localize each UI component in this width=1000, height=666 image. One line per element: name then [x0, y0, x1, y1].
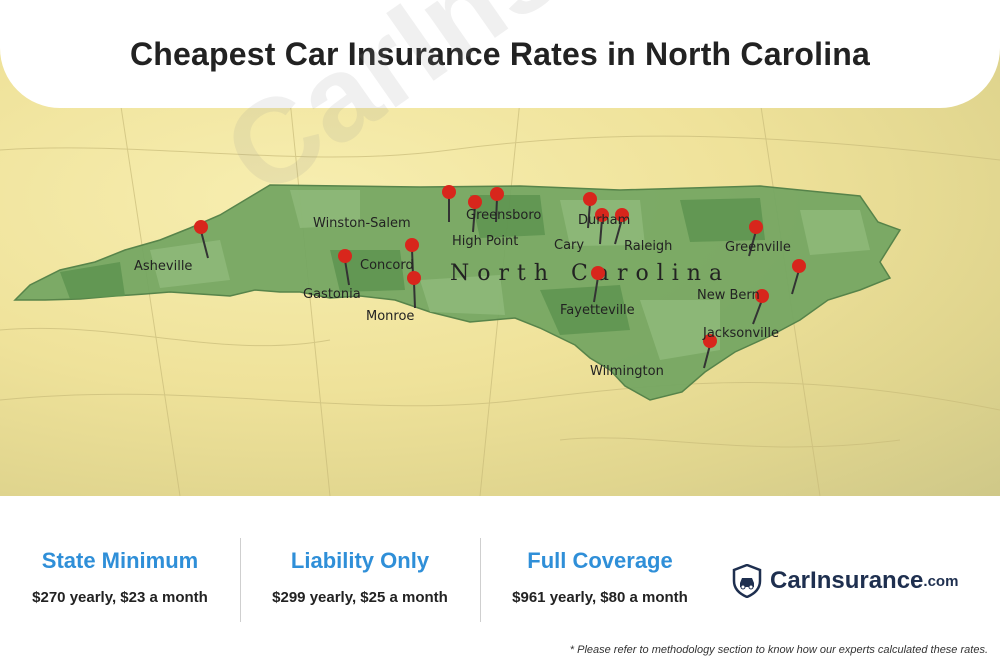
brand-tld: .com — [923, 572, 959, 590]
methodology-footnote: * Please refer to methodology section to… — [569, 644, 988, 656]
pin-monroe[interactable] — [407, 271, 421, 309]
pin-new-bern[interactable] — [791, 259, 806, 295]
city-label-monroe: Monroe — [366, 309, 414, 324]
city-label-asheville: Asheville — [134, 259, 192, 274]
stat-label: Liability Only — [290, 548, 430, 573]
brand-logo[interactable]: CarInsurance .com — [732, 564, 958, 598]
city-label-greensboro: Greensboro — [466, 208, 541, 223]
city-label-gastonia: Gastonia — [303, 287, 361, 302]
pin-durham[interactable] — [583, 192, 597, 229]
city-label-cary: Cary — [554, 238, 584, 253]
rates-panel: State Minimum $270 yearly, $23 a month L… — [0, 496, 1000, 666]
pin-winston-salem[interactable] — [442, 185, 456, 222]
shield-car-icon — [732, 564, 762, 598]
state-label: North Carolina — [450, 261, 730, 286]
city-label-fayetteville: Fayetteville — [560, 303, 635, 318]
city-label-raleigh: Raleigh — [624, 239, 672, 254]
city-labels: Winston-Salem Greensboro High Point Durh… — [134, 208, 791, 379]
pin-fayetteville[interactable] — [591, 266, 605, 303]
pin-greensboro[interactable] — [490, 187, 504, 223]
pin-jacksonville[interactable] — [752, 289, 769, 325]
pin-asheville[interactable] — [194, 220, 209, 259]
map-svg: North Carolina Winst — [0, 99, 1000, 496]
stat-label: State Minimum — [41, 548, 199, 573]
stat-full-coverage: Full Coverage $961 yearly, $80 a month — [480, 548, 720, 606]
city-label-wilmington: Wilmington — [590, 364, 664, 379]
pin-wilmington[interactable] — [703, 334, 717, 369]
city-label-jacksonville: Jacksonville — [702, 326, 779, 341]
stat-value: $270 yearly, $23 a month — [32, 589, 208, 606]
city-pins — [194, 185, 806, 369]
stat-state-minimum: State Minimum $270 yearly, $23 a month — [0, 548, 240, 606]
pin-greenville[interactable] — [748, 220, 763, 257]
stat-liability-only: Liability Only $299 yearly, $25 a month — [240, 548, 480, 606]
pin-concord[interactable] — [405, 238, 419, 276]
stat-label: Full Coverage — [527, 548, 673, 573]
divider — [480, 538, 481, 622]
pin-high-point[interactable] — [468, 195, 482, 233]
stat-value: $299 yearly, $25 a month — [272, 589, 448, 606]
pin-raleigh[interactable] — [614, 208, 629, 245]
city-label-new-bern: New Bern — [697, 288, 760, 303]
brand-name: CarInsurance — [770, 567, 924, 594]
pin-cary[interactable] — [595, 208, 609, 245]
stat-value: $961 yearly, $80 a month — [512, 589, 688, 606]
divider — [240, 538, 241, 622]
city-label-concord: Concord — [360, 258, 414, 273]
page-title: Cheapest Car Insurance Rates in North Ca… — [129, 35, 871, 72]
title-bar: Cheapest Car Insurance Rates in North Ca… — [0, 0, 1000, 108]
city-label-high-point: High Point — [452, 234, 518, 249]
city-label-winston-salem: Winston-Salem — [313, 216, 411, 231]
city-label-durham: Durham — [578, 213, 630, 228]
city-label-greenville: Greenville — [725, 240, 791, 255]
pin-gastonia[interactable] — [338, 249, 352, 286]
